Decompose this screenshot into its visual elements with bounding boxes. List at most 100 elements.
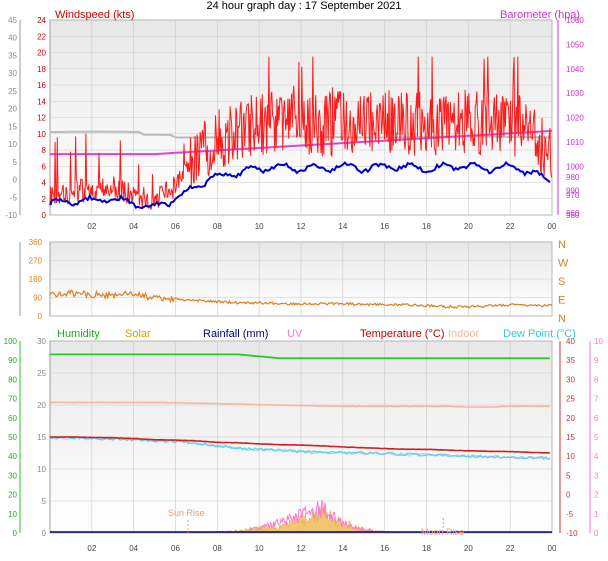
x-tick-label-top: 06	[171, 222, 180, 231]
x-tick-label-bottom: 16	[380, 544, 389, 553]
wind-tick-label: 0	[42, 211, 47, 220]
baro-outer-tick-label: 980	[566, 173, 580, 182]
baro-tick-label: 1010	[566, 138, 584, 147]
humidity-tick-label: 50	[8, 433, 17, 442]
humidity-tick-label: 30	[8, 471, 17, 480]
humidity-tick-label: 10	[8, 510, 17, 519]
x-tick-label-top: 04	[129, 222, 138, 231]
humidity-tick-label: 80	[8, 375, 17, 384]
x-tick-label-top: 12	[297, 222, 306, 231]
uv-tick-label: 0	[594, 529, 599, 538]
wind-tick-label: 10	[37, 130, 46, 139]
x-tick-label-bottom: 22	[506, 544, 515, 553]
x-tick-label-top: 22	[506, 222, 515, 231]
temperature-tick-label: -10	[566, 529, 578, 538]
uv-tick-label: 1	[594, 510, 599, 519]
baro-outer-tick-label: 960	[566, 209, 580, 218]
solar-tick-label: 15	[37, 433, 46, 442]
direction-tick-label: 180	[29, 275, 43, 284]
temperature-tick-label: 10	[566, 452, 575, 461]
series-humidity	[50, 353, 550, 360]
temperature-tick-label: 0	[566, 491, 571, 500]
x-tick-label-top: 20	[464, 222, 473, 231]
humidity-tick-label: 90	[8, 356, 17, 365]
wind-tick-label: 2	[42, 195, 47, 204]
baro-tick-label: 1020	[566, 114, 584, 123]
baro-tick-label: 1030	[566, 89, 584, 98]
uv-tick-label: 9	[594, 356, 599, 365]
baro-tick-label: 1000	[566, 162, 584, 171]
temperature-tick-label: 15	[566, 433, 575, 442]
compass-label: N	[558, 313, 566, 325]
legend-solar: Solar	[125, 328, 151, 340]
humidity-tick-label: 40	[8, 452, 17, 461]
compass-label: S	[558, 276, 565, 288]
x-tick-label-bottom: 06	[171, 544, 180, 553]
wind-tick-label: 6	[42, 162, 47, 171]
wind-tick-label: 4	[42, 179, 47, 188]
outer-wind-tick-label: 25	[8, 87, 17, 96]
wind-tick-label: 16	[37, 81, 46, 90]
compass-label: E	[558, 295, 565, 307]
solar-tick-label: 10	[37, 465, 46, 474]
legend-uv: UV	[287, 328, 303, 340]
humidity-tick-label: 60	[8, 414, 17, 423]
wind-tick-label: 24	[37, 16, 46, 25]
uv-tick-label: 4	[594, 452, 599, 461]
temperature-tick-label: 30	[566, 375, 575, 384]
baro-outer-tick-label: 970	[566, 191, 580, 200]
baro-tick-label: 990	[566, 187, 580, 196]
x-tick-label-top: 10	[255, 222, 264, 231]
baro-tick-label: 1060	[566, 16, 584, 25]
legend-rainfall: Rainfall (mm)	[203, 328, 268, 340]
baro-tick-label: 1050	[566, 40, 584, 49]
uv-tick-label: 10	[594, 337, 603, 346]
series-barometer	[50, 129, 553, 156]
direction-tick-label: 270	[29, 257, 43, 266]
solar-tick-label: 25	[37, 369, 46, 378]
compass-label: W	[558, 258, 569, 270]
legend-dewpoint: Dew Point (°C)	[503, 328, 576, 340]
x-tick-label-bottom: 14	[338, 544, 347, 553]
uv-tick-label: 3	[594, 471, 599, 480]
graph-title: 24 hour graph day : 17 September 2021	[206, 0, 402, 12]
humidity-tick-label: 20	[8, 491, 17, 500]
x-tick-label-top: 16	[380, 222, 389, 231]
legend-temperature: Temperature (°C)	[360, 328, 444, 340]
solar-tick-label: 20	[37, 401, 46, 410]
direction-tick-label: 90	[33, 294, 42, 303]
x-tick-label-top: 00	[548, 222, 557, 231]
barometer-axis-label: Barometer (hpa)	[500, 9, 580, 21]
baro-tick-label: 1040	[566, 65, 584, 74]
outer-wind-tick-label: 35	[8, 51, 17, 60]
outer-wind-tick-label: 10	[8, 140, 17, 149]
windspeed-axis-label: Windspeed (kts)	[55, 9, 134, 21]
outer-wind-tick-label: 0	[13, 176, 18, 185]
uv-tick-label: 6	[594, 414, 599, 423]
x-tick-label-bottom: 10	[255, 544, 264, 553]
moonrise-annotation: Moon Rise	[421, 527, 464, 537]
legend-humidity: Humidity	[57, 328, 100, 340]
outer-wind-tick-label: 45	[8, 16, 17, 25]
solar-tick-label: 0	[42, 529, 47, 538]
temperature-tick-label: 5	[566, 471, 571, 480]
wind-tick-label: 12	[37, 114, 46, 123]
temperature-tick-label: 20	[566, 414, 575, 423]
outer-wind-tick-label: 15	[8, 122, 17, 131]
outer-wind-tick-label: 30	[8, 69, 17, 78]
wind-tick-label: 14	[37, 97, 46, 106]
outer-wind-tick-label: 5	[13, 158, 18, 167]
sunrise-annotation: Sun Rise	[168, 508, 205, 518]
baro-tick-label: 980	[566, 211, 580, 220]
series-wind-average	[49, 160, 551, 210]
series-uv	[248, 500, 374, 533]
x-tick-label-bottom: 02	[87, 544, 96, 553]
uv-tick-label: 5	[594, 433, 599, 442]
uv-tick-label: 8	[594, 375, 599, 384]
outer-wind-tick-label: 20	[8, 105, 17, 114]
wind-tick-label: 22	[37, 32, 46, 41]
outer-wind-tick-label: -10	[5, 211, 17, 220]
x-tick-label-top: 18	[422, 222, 431, 231]
legend-indoor: Indoor	[448, 328, 480, 340]
series-indoor	[49, 401, 550, 409]
